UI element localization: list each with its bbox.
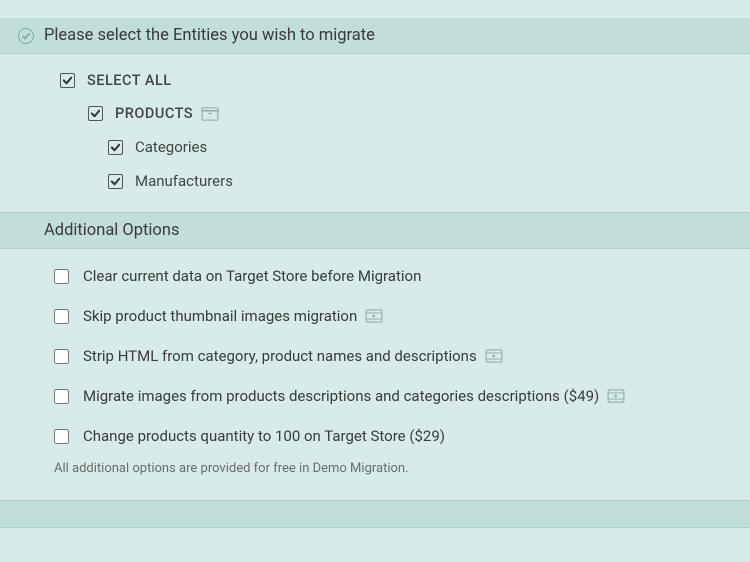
products-checkbox[interactable] [88,106,103,121]
options-title: Additional Options [44,221,179,240]
option-clear-data[interactable]: Clear current data on Target Store befor… [54,267,750,285]
select-all-label: SELECT ALL [87,72,172,89]
categories-label: Categories [135,138,207,156]
skip-thumbs-checkbox[interactable] [54,309,69,324]
check-circle-icon [18,28,34,44]
bottom-strip [0,500,750,528]
option-skip-thumbs[interactable]: Skip product thumbnail images migration [54,307,750,325]
entities-title: Please select the Entities you wish to m… [44,26,375,45]
entities-header: Please select the Entities you wish to m… [0,18,750,54]
options-list: Clear current data on Target Store befor… [0,249,750,500]
skip-thumbs-label: Skip product thumbnail images migration [83,307,357,325]
option-strip-html[interactable]: Strip HTML from category, product names … [54,347,750,365]
categories-row[interactable]: Categories [60,138,750,156]
categories-checkbox[interactable] [108,140,123,155]
migrate-imgs-checkbox[interactable] [54,389,69,404]
option-migrate-imgs[interactable]: Migrate images from products description… [54,387,750,405]
strip-html-checkbox[interactable] [54,349,69,364]
manufacturers-row[interactable]: Manufacturers [60,172,750,190]
box-icon [201,107,219,121]
video-icon[interactable] [365,309,383,323]
clear-data-label: Clear current data on Target Store befor… [83,267,421,285]
manufacturers-label: Manufacturers [135,172,233,190]
options-header: Additional Options [0,212,750,249]
strip-html-label: Strip HTML from category, product names … [83,347,477,365]
option-qty-100[interactable]: Change products quantity to 100 on Targe… [54,427,750,445]
video-icon[interactable] [607,389,625,403]
qty-100-label: Change products quantity to 100 on Targe… [83,427,445,445]
video-icon[interactable] [485,349,503,363]
select-all-checkbox[interactable] [60,73,75,88]
entities-list: SELECT ALL PRODUCTS Categories Manufactu… [0,54,750,212]
options-footnote: All additional options are provided for … [54,461,750,476]
products-row[interactable]: PRODUCTS [60,105,750,122]
select-all-row[interactable]: SELECT ALL [60,72,750,89]
manufacturers-checkbox[interactable] [108,174,123,189]
qty-100-checkbox[interactable] [54,429,69,444]
migrate-imgs-label: Migrate images from products description… [83,387,599,405]
products-label: PRODUCTS [115,105,193,122]
clear-data-checkbox[interactable] [54,269,69,284]
